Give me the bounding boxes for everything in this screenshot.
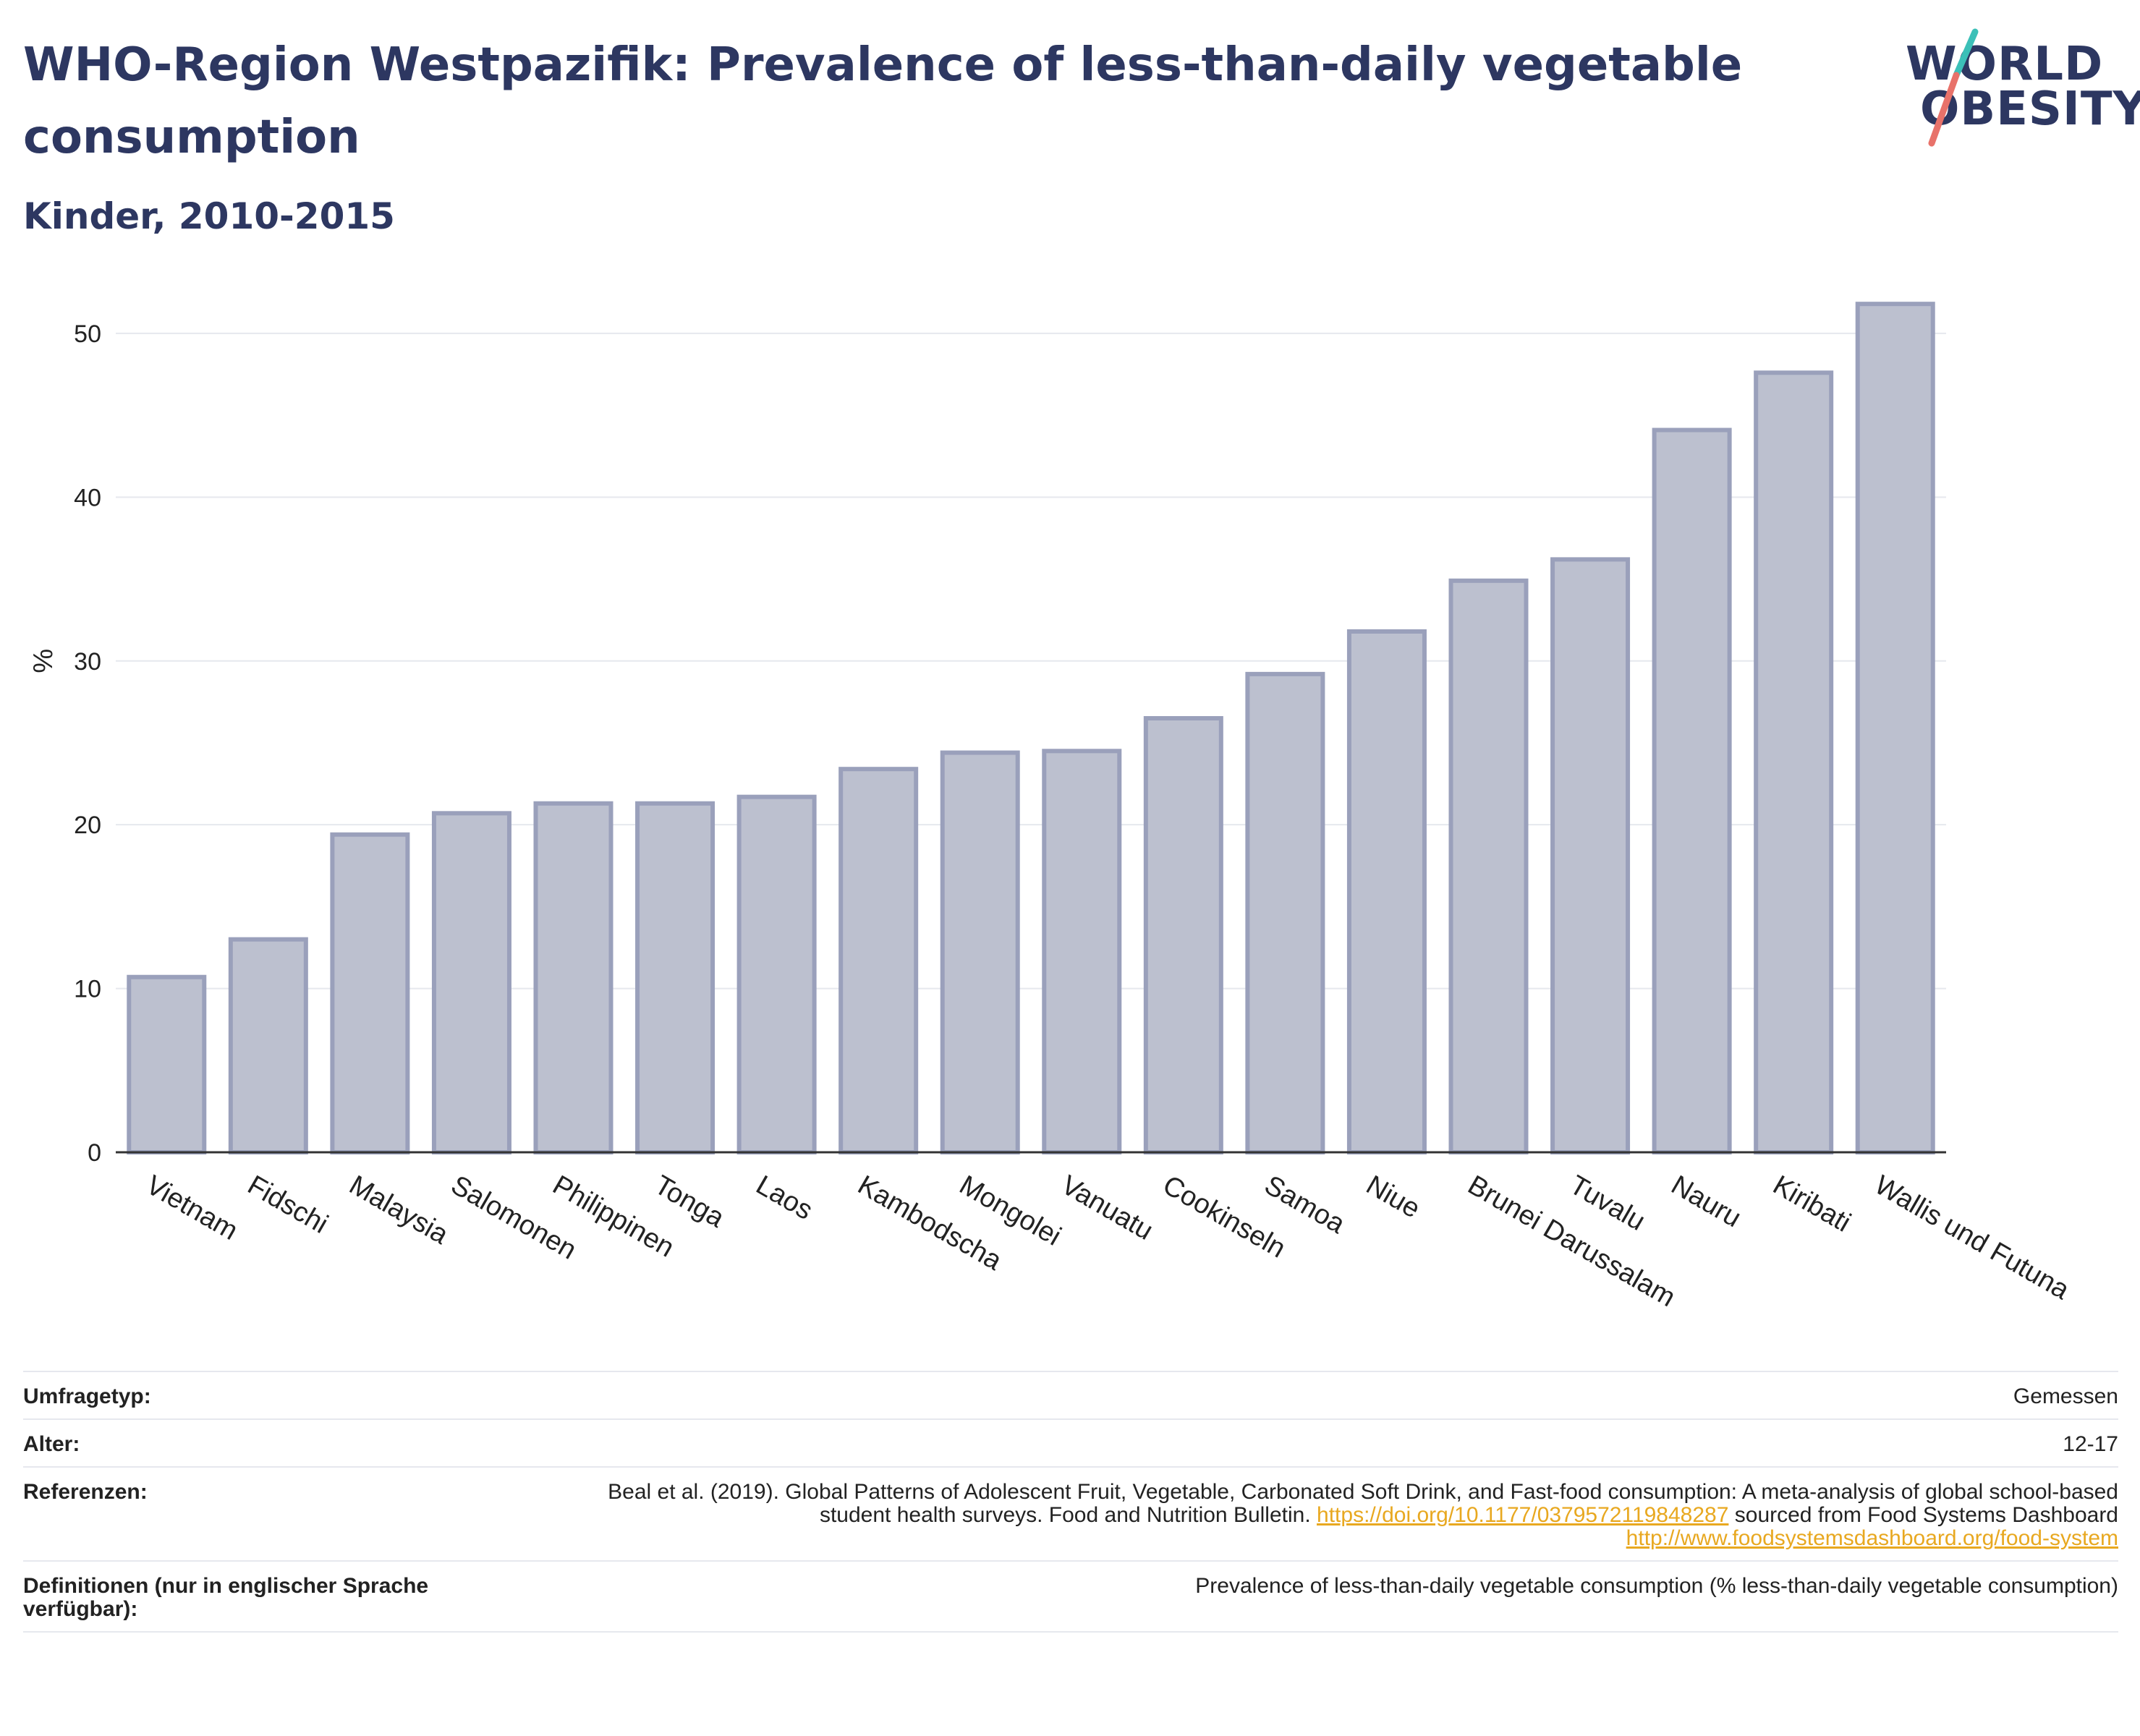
meta-row-survey: Umfragetyp: Gemessen	[23, 1371, 2118, 1418]
bar[interactable]	[736, 794, 817, 1154]
x-tick-label: Laos	[751, 1170, 818, 1226]
definitions-label: Definitionen (nur in englischer Sprache …	[23, 1574, 429, 1621]
survey-label: Umfragetyp:	[23, 1384, 151, 1408]
references-value: Beal et al. (2019). Global Patterns of A…	[544, 1481, 2118, 1550]
survey-value: Gemessen	[2013, 1384, 2118, 1408]
bar[interactable]	[1042, 749, 1122, 1154]
bar[interactable]	[1550, 557, 1631, 1154]
x-tick-label: Fidschi	[242, 1170, 333, 1240]
metadata-table: Umfragetyp: Gemessen Alter: 12-17 Refere…	[23, 1371, 2118, 1633]
bar[interactable]	[1143, 716, 1223, 1154]
y-tick-label: 20	[74, 812, 101, 839]
reference-link-dashboard[interactable]: http://www.foodsystemsdashboard.org/food…	[1626, 1526, 2118, 1550]
x-tick-label: Nauru	[1666, 1170, 1746, 1233]
bar[interactable]	[1754, 370, 1834, 1154]
bar[interactable]	[1245, 671, 1325, 1154]
reference-text-1: Beal et al. (2019). Global Patterns of A…	[608, 1480, 2118, 1527]
logo-line-2: OBESITY	[1920, 82, 2140, 136]
x-tick-label: Niue	[1361, 1170, 1425, 1224]
age-value: 12-17	[2063, 1432, 2118, 1456]
bar[interactable]	[1855, 302, 1935, 1155]
bar[interactable]	[1652, 427, 1732, 1154]
y-tick-label: 30	[74, 648, 101, 676]
bar[interactable]	[330, 832, 410, 1154]
y-tick-label: 0	[88, 1139, 101, 1167]
meta-row-references: Referenzen: Beal et al. (2019). Global P…	[23, 1466, 2118, 1560]
meta-row-definitions: Definitionen (nur in englischer Sprache …	[23, 1560, 2118, 1633]
x-tick-label: Vietnam	[141, 1170, 243, 1246]
bar[interactable]	[940, 750, 1020, 1154]
bar[interactable]	[1448, 578, 1529, 1154]
y-tick-label: 10	[74, 976, 101, 1003]
logo-line-1: WORLD	[1906, 38, 2104, 91]
x-tick-label: Malaysia	[344, 1170, 454, 1251]
page-title: WHO-Region Westpazifik: Prevalence of le…	[23, 38, 1743, 164]
bar[interactable]	[431, 811, 511, 1154]
references-label: Referenzen:	[23, 1480, 148, 1504]
world-obesity-logo: WORLD OBESITY	[1895, 22, 2140, 152]
y-tick-label: 40	[74, 484, 101, 511]
bar[interactable]	[838, 767, 919, 1154]
page-subtitle: Kinder, 2010-2015	[23, 195, 395, 237]
x-tick-label: Kiribati	[1767, 1170, 1856, 1238]
bar[interactable]	[228, 937, 308, 1155]
x-tick-label: Vanuatu	[1056, 1170, 1158, 1246]
meta-row-age: Alter: 12-17	[23, 1418, 2118, 1466]
bar[interactable]	[635, 801, 716, 1154]
y-tick-label: 50	[74, 320, 101, 348]
bar[interactable]	[533, 801, 613, 1154]
age-label: Alter:	[23, 1432, 80, 1456]
reference-text-2: sourced from Food Systems Dashboard	[1734, 1503, 2118, 1527]
x-tick-label: Tonga	[649, 1170, 729, 1234]
x-tick-label: Wallis und Futuna	[1869, 1170, 2075, 1306]
logo-slash-icon	[1928, 28, 1979, 147]
bar[interactable]	[127, 974, 207, 1154]
bar[interactable]	[1346, 629, 1427, 1154]
definitions-value: Prevalence of less-than-daily vegetable …	[1195, 1574, 2118, 1598]
y-axis-label: %	[28, 649, 59, 673]
reference-link-doi[interactable]: https://doi.org/10.1177/0379572119848287	[1317, 1503, 1729, 1527]
